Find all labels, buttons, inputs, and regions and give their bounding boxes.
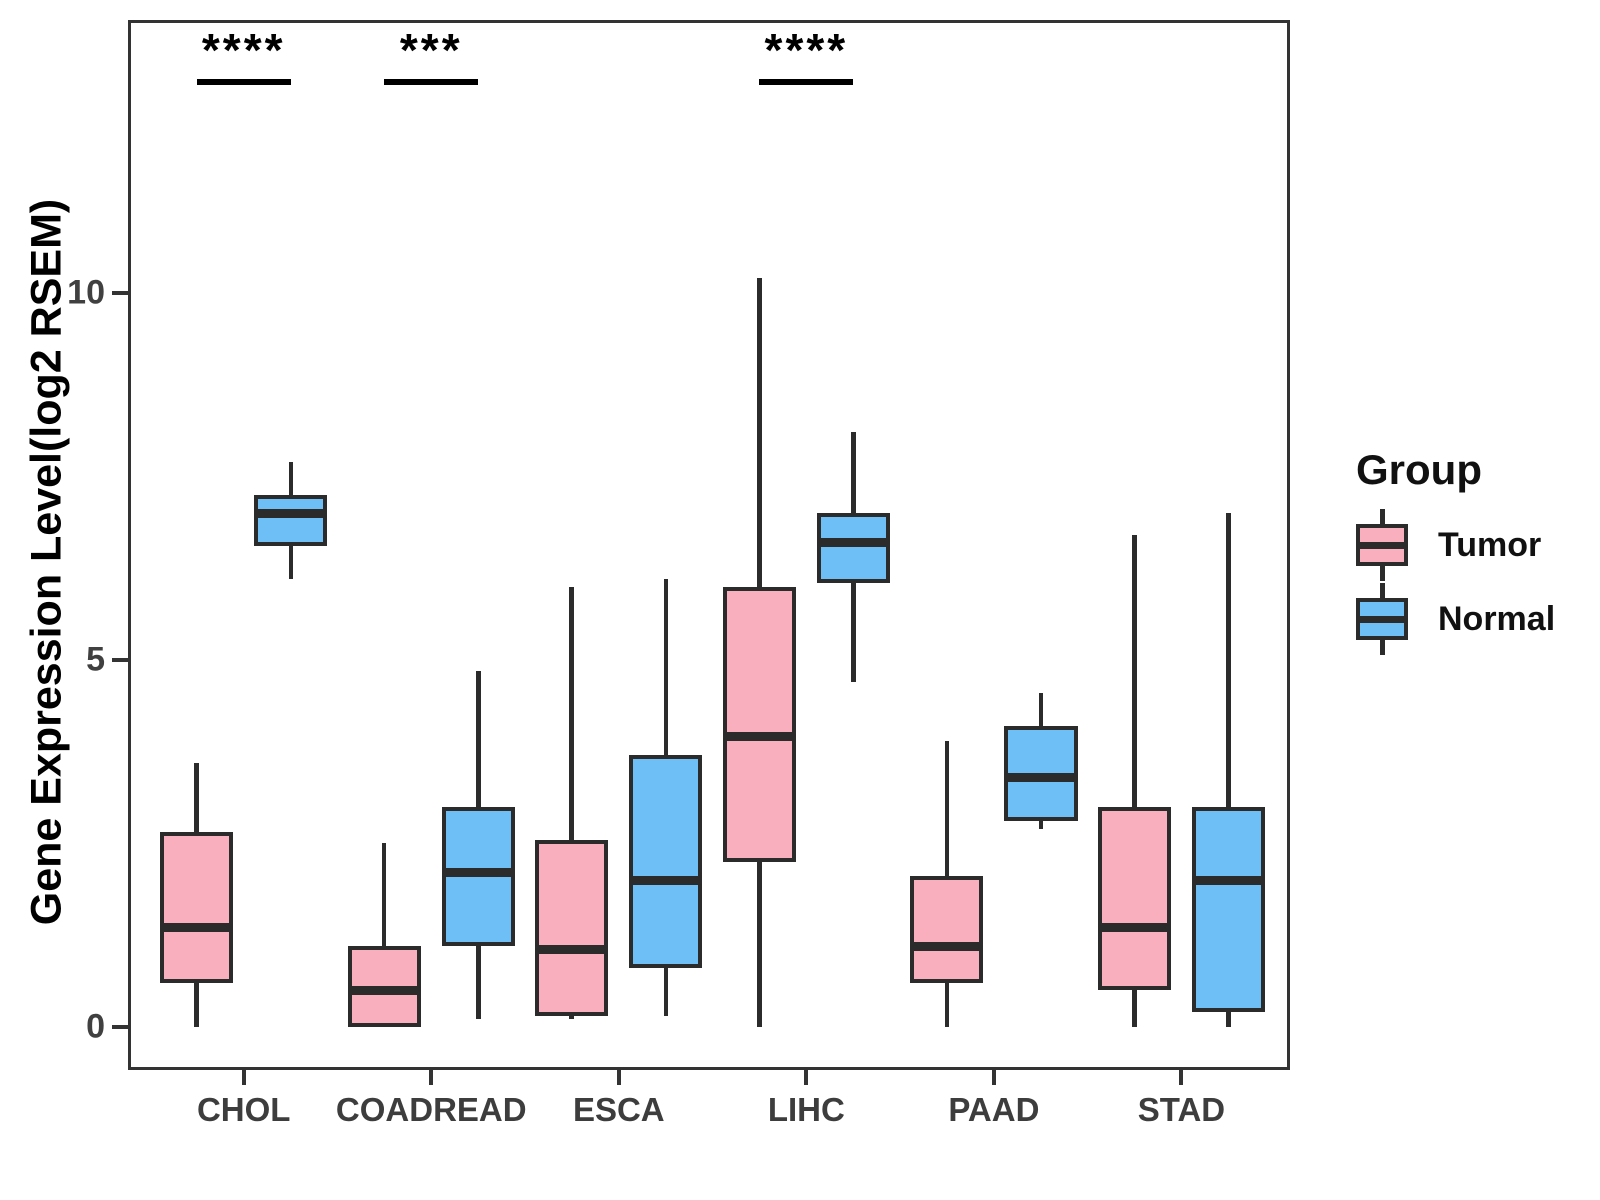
x-tick-mark: [991, 1070, 996, 1085]
tumor-box-stad: [1097, 806, 1171, 991]
normal-median-esca: [629, 875, 703, 885]
tumor-median-stad: [1097, 923, 1171, 933]
normal-box-stad: [1191, 806, 1266, 1013]
x-tick-label-chol: CHOL: [196, 1091, 291, 1128]
legend-label-normal: Normal: [1438, 599, 1556, 638]
tumor-whisker-esca: [569, 586, 574, 1020]
normal-whisker-stad: [1226, 513, 1231, 1027]
x-tick-mark: [616, 1070, 621, 1085]
normal-box-chol: [254, 494, 328, 547]
legend-item-normal: Normal: [1356, 582, 1555, 656]
tumor-box-lihc: [722, 586, 796, 862]
tumor-median-paad: [910, 941, 984, 951]
legend: Group Tumor Normal: [1356, 446, 1555, 656]
legend-title: Group: [1356, 446, 1482, 493]
tumor-whisker-stad: [1132, 535, 1137, 1027]
y-tick-label: 5: [86, 640, 105, 679]
normal-boxplot-key-icon: [1356, 583, 1408, 655]
tumor-median-chol: [160, 923, 234, 933]
normal-box-esca: [629, 755, 703, 969]
normal-median-stad: [1191, 875, 1266, 885]
y-tick-label: 10: [67, 273, 105, 312]
normal-median-chol: [254, 508, 328, 518]
tumor-median-esca: [535, 945, 609, 955]
legend-item-tumor: Tumor: [1356, 508, 1555, 582]
y-tick-label: 0: [86, 1007, 105, 1046]
tumor-box-esca: [535, 839, 609, 1016]
tumor-box-chol: [160, 832, 234, 983]
y-tick-mark: [112, 657, 128, 662]
y-axis-title: Gene Expression Level(log2 RSEM): [22, 198, 71, 926]
x-tick-label-coadread: COADREAD: [335, 1091, 527, 1128]
x-tick-label-stad: STAD: [1137, 1091, 1226, 1128]
x-tick-mark: [241, 1070, 246, 1085]
x-tick-label-paad: PAAD: [948, 1091, 1040, 1128]
y-tick-mark: [112, 291, 128, 296]
tumor-median-lihc: [722, 732, 796, 742]
x-tick-label-esca: ESCA: [572, 1091, 665, 1128]
x-tick-mark: [429, 1070, 434, 1085]
significance-line-chol: [196, 78, 291, 85]
x-tick-label-lihc: LIHC: [767, 1091, 845, 1128]
legend-label-tumor: Tumor: [1438, 525, 1542, 564]
x-tick-mark: [1179, 1070, 1184, 1085]
plot-panel: 0 5 10 CHOL COADREAD ESCA LIHC PAAD STAD **** *** *…: [67, 20, 1290, 1128]
tumor-whisker-coadread: [381, 843, 387, 1027]
y-tick-mark: [112, 1024, 128, 1029]
x-tick-mark: [804, 1070, 809, 1085]
significance-stars-chol: ****: [201, 23, 286, 76]
normal-median-coadread: [441, 868, 515, 878]
normal-median-paad: [1004, 772, 1078, 782]
tumor-box-paad: [910, 876, 984, 983]
normal-box-lihc: [816, 513, 890, 583]
significance-line-lihc: [759, 78, 854, 85]
tumor-median-coadread: [347, 985, 421, 995]
significance-line-coadread: [384, 78, 479, 85]
significance-stars-coadread: ***: [399, 23, 463, 76]
significance-stars-lihc: ****: [764, 23, 849, 76]
normal-median-lihc: [816, 537, 890, 547]
tumor-boxplot-key-icon: [1356, 509, 1408, 581]
